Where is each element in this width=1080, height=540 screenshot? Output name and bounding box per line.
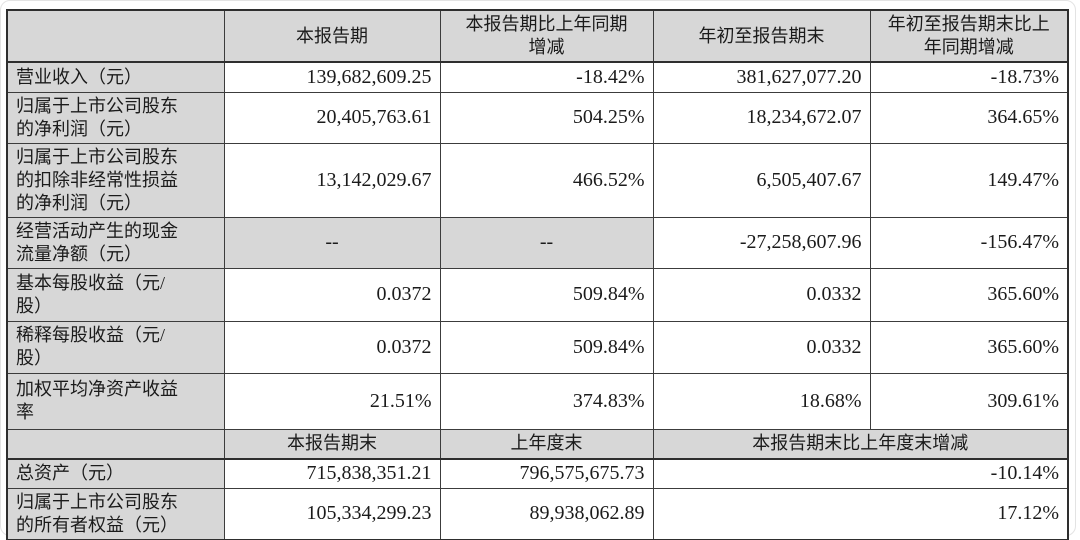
value-cell: 466.52%: [439, 142, 654, 218]
value-cell: 509.84%: [439, 320, 654, 374]
value-cell: 0.0332: [652, 320, 871, 374]
value-cell: -156.47%: [869, 216, 1069, 269]
table-row-weighted-roe: 加权平均净资产收益 率 21.51% 374.83% 18.68% 309.61…: [6, 372, 1069, 430]
table-row-diluted-eps: 稀释每股收益（元/ 股） 0.0372 509.84% 0.0332 365.6…: [6, 320, 1069, 374]
column-header-current-period: 本报告期: [223, 9, 441, 63]
table-row-operating-cash-flow: 经营活动产生的现金 流量净额（元） -- -- -27,258,607.96 -…: [6, 216, 1069, 269]
value-cell: -18.42%: [439, 61, 654, 93]
row-label-basic-eps: 基本每股收益（元/ 股）: [6, 267, 225, 322]
value-cell: 139,682,609.25: [223, 61, 441, 93]
value-cell: -27,258,607.96: [652, 216, 871, 269]
value-cell: 13,142,029.67: [223, 142, 441, 218]
value-cell: 21.51%: [223, 372, 441, 430]
row-label-total-assets: 总资产（元）: [6, 458, 225, 489]
row-label-operating-cash-flow: 经营活动产生的现金 流量净额（元）: [6, 216, 225, 269]
value-cell: 796,575,675.73: [439, 458, 654, 489]
value-cell: 374.83%: [439, 372, 654, 430]
table-row-owners-equity: 归属于上市公司股东 的所有者权益（元） 105,334,299.23 89,93…: [6, 487, 1069, 540]
value-cell: 18.68%: [652, 372, 871, 430]
value-cell: 105,334,299.23: [223, 487, 441, 540]
period-header-row: 本报告期 本报告期比上年同期 增减 年初至报告期末 年初至报告期末比上 年同期增…: [6, 9, 1069, 63]
column-header-end-of-prior-year: 上年度末: [439, 428, 654, 460]
column-header-eop-vs-prior-year: 本报告期末比上年度末增减: [652, 428, 1069, 460]
value-cell: 364.65%: [869, 91, 1069, 144]
table-row-revenue: 营业收入（元） 139,682,609.25 -18.42% 381,627,0…: [6, 61, 1069, 93]
value-cell: 309.61%: [869, 372, 1069, 430]
value-cell: 0.0372: [223, 320, 441, 374]
value-cell: -10.14%: [652, 458, 1069, 489]
value-cell: 365.60%: [869, 267, 1069, 322]
financial-summary-table: 本报告期 本报告期比上年同期 增减 年初至报告期末 年初至报告期末比上 年同期增…: [6, 9, 1069, 540]
corner-empty-cell: [6, 9, 225, 63]
value-cell: 715,838,351.21: [223, 458, 441, 489]
value-cell: 149.47%: [869, 142, 1069, 218]
table-row-net-profit: 归属于上市公司股东 的净利润（元） 20,405,763.61 504.25% …: [6, 91, 1069, 144]
column-header-current-vs-prior: 本报告期比上年同期 增减: [439, 9, 654, 63]
value-cell: 381,627,077.20: [652, 61, 871, 93]
eop-header-row: 本报告期末 上年度末 本报告期末比上年度末增减: [6, 428, 1069, 460]
column-header-ytd: 年初至报告期末: [652, 9, 871, 63]
table-row-basic-eps: 基本每股收益（元/ 股） 0.0372 509.84% 0.0332 365.6…: [6, 267, 1069, 322]
value-cell: 6,505,407.67: [652, 142, 871, 218]
column-header-end-of-period: 本报告期末: [223, 428, 441, 460]
row-label-weighted-roe: 加权平均净资产收益 率: [6, 372, 225, 430]
table-row-total-assets: 总资产（元） 715,838,351.21 796,575,675.73 -10…: [6, 458, 1069, 489]
value-cell: 0.0332: [652, 267, 871, 322]
value-cell: 17.12%: [652, 487, 1069, 540]
column-header-ytd-vs-prior: 年初至报告期末比上 年同期增减: [869, 9, 1069, 63]
row-label-revenue: 营业收入（元）: [6, 61, 225, 93]
row-label-owners-equity: 归属于上市公司股东 的所有者权益（元）: [6, 487, 225, 540]
value-cell: 18,234,672.07: [652, 91, 871, 144]
table-row-deducted-net-profit: 归属于上市公司股东 的扣除非经常性损益 的净利润（元） 13,142,029.6…: [6, 142, 1069, 218]
value-cell: 509.84%: [439, 267, 654, 322]
value-cell-na: --: [439, 216, 654, 269]
value-cell: 365.60%: [869, 320, 1069, 374]
row-label-deducted-net-profit: 归属于上市公司股东 的扣除非经常性损益 的净利润（元）: [6, 142, 225, 218]
value-cell-na: --: [223, 216, 441, 269]
value-cell: 89,938,062.89: [439, 487, 654, 540]
row-label-net-profit: 归属于上市公司股东 的净利润（元）: [6, 91, 225, 144]
value-cell: 20,405,763.61: [223, 91, 441, 144]
corner-empty-cell: [6, 428, 225, 460]
value-cell: 504.25%: [439, 91, 654, 144]
value-cell: -18.73%: [869, 61, 1069, 93]
value-cell: 0.0372: [223, 267, 441, 322]
row-label-diluted-eps: 稀释每股收益（元/ 股）: [6, 320, 225, 374]
